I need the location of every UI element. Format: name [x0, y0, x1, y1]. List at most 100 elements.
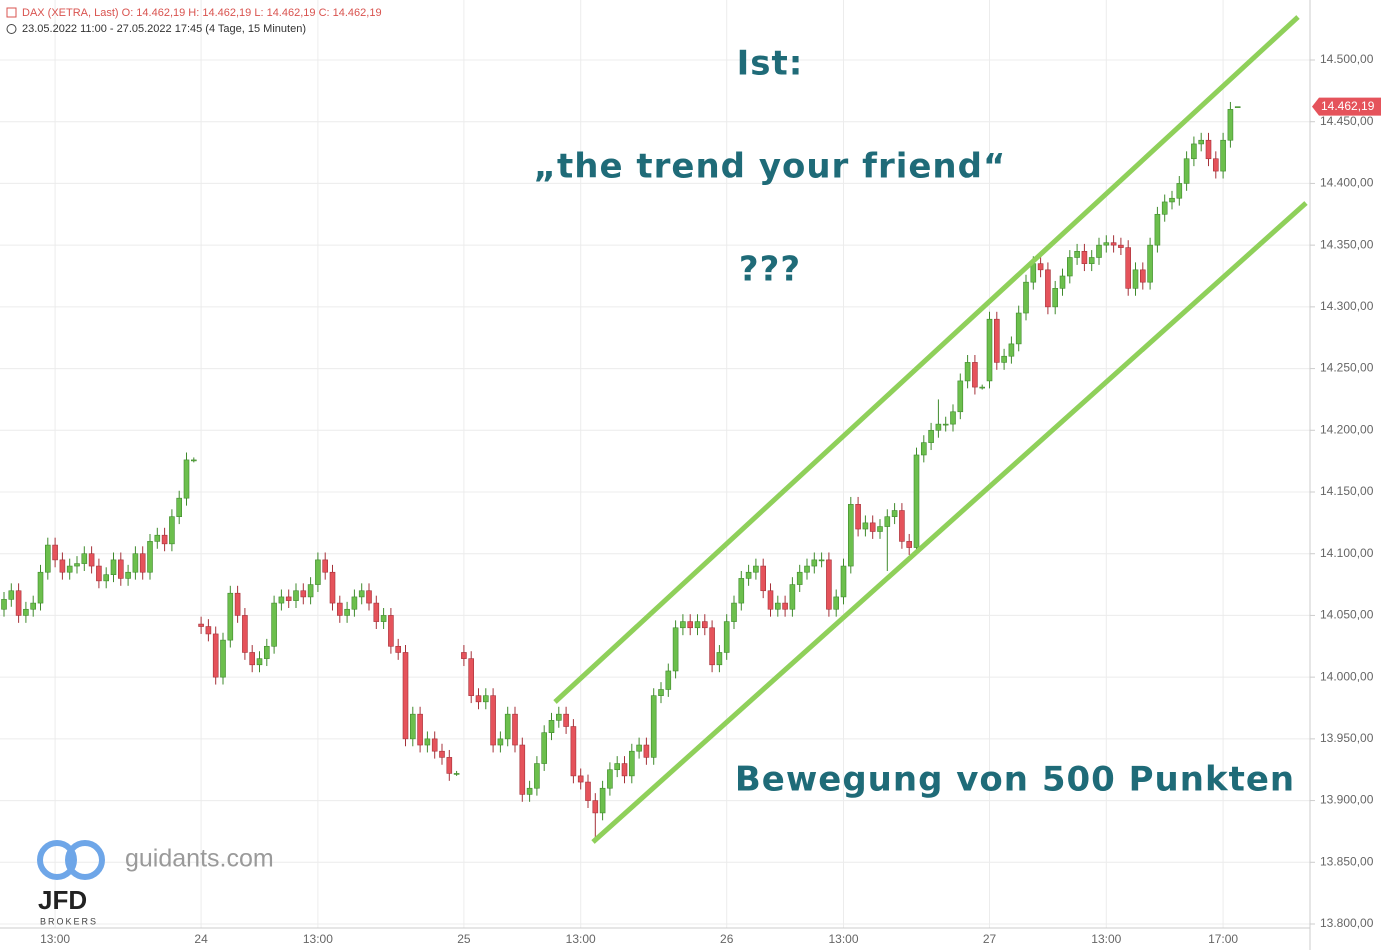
candle-body: [1037, 263, 1044, 271]
candle-body: [585, 781, 591, 801]
candle-body: [482, 695, 489, 703]
x-tick-label: 25: [457, 932, 471, 946]
candle-body: [899, 510, 905, 542]
candle-body: [1220, 139, 1226, 172]
y-tick-label: 14.400,00: [1320, 176, 1374, 190]
candle-body: [278, 596, 285, 604]
candle-body: [855, 504, 861, 530]
candle-body: [891, 510, 898, 517]
candle-body: [1045, 269, 1051, 308]
candle-body: [1088, 257, 1095, 264]
candle-body: [37, 571, 44, 604]
candle-body: [110, 559, 117, 575]
grid: [0, 0, 1310, 928]
candle-body: [592, 800, 599, 814]
candle-body: [439, 750, 445, 758]
candle-body: [431, 738, 438, 752]
candle-body: [694, 621, 701, 629]
candle-body: [840, 565, 847, 598]
candle-body: [351, 596, 358, 610]
candle-body: [1183, 158, 1190, 184]
candle-body: [796, 571, 803, 585]
x-tick-label: 27: [983, 932, 997, 946]
candle-body: [643, 744, 650, 758]
y-tick-label: 14.200,00: [1320, 422, 1374, 436]
x-tick-label: 26: [720, 932, 734, 946]
candle-body: [96, 565, 102, 582]
annotation: „the trend your friend“: [534, 147, 1007, 187]
candle-body: [913, 454, 920, 548]
candle-body: [1169, 197, 1175, 203]
candle-body: [52, 544, 58, 561]
candle-body: [833, 596, 840, 610]
site-name: guidants.com: [125, 845, 274, 873]
candle-body: [336, 602, 343, 616]
candle-body: [263, 645, 270, 659]
candle-body: [66, 565, 73, 573]
x-tick-label: 24: [194, 932, 208, 946]
candle-body: [534, 763, 540, 789]
candle-body: [293, 590, 299, 601]
candle-body: [446, 757, 453, 774]
chart-subtitle: 23.05.2022 11:00 - 27.05.2022 17:45 (4 T…: [22, 23, 306, 35]
trend-line-upper: [553, 15, 1300, 704]
candle-body: [322, 559, 329, 573]
candle-body: [804, 565, 810, 573]
candle-body: [760, 565, 767, 592]
candle-body: [526, 787, 533, 795]
candle-body: [862, 522, 869, 530]
annotation: Bewegung von 500 Punkten: [735, 760, 1295, 800]
candle-body: [1001, 355, 1007, 363]
candle-body: [504, 713, 511, 740]
y-tick-label: 14.350,00: [1320, 237, 1374, 251]
candle-body: [680, 621, 686, 629]
x-tick-label: 13:00: [566, 932, 596, 946]
candle-body: [723, 621, 730, 653]
candle-body: [198, 623, 204, 627]
candle-body: [256, 658, 263, 666]
candle-body: [380, 615, 387, 622]
y-tick-label: 14.050,00: [1320, 608, 1374, 622]
candle-body: [745, 571, 752, 579]
candle-body: [344, 608, 350, 616]
candle-body: [986, 318, 993, 382]
x-tick-label: 13:00: [40, 932, 70, 946]
candle-body: [942, 423, 949, 426]
candle-body: [621, 763, 628, 777]
candle-body: [650, 695, 657, 758]
y-tick-label: 13.800,00: [1320, 916, 1374, 930]
candle-body: [212, 633, 219, 678]
candle-body: [935, 423, 942, 431]
candle-body: [972, 362, 978, 388]
candle-body: [847, 504, 854, 567]
candle-body: [402, 652, 409, 740]
candle-body: [687, 621, 694, 629]
candle-body: [1227, 109, 1234, 141]
candle-body: [1161, 201, 1168, 215]
candle-body: [1074, 251, 1080, 258]
candle-body: [147, 541, 153, 573]
x-tick-label: 13:00: [303, 932, 333, 946]
candle-body: [774, 602, 781, 610]
candle-body: [453, 773, 460, 775]
broker-name: JFD: [38, 885, 87, 915]
candle-body: [1052, 288, 1058, 308]
candle-body: [1176, 183, 1183, 199]
candle-body: [1205, 139, 1212, 160]
candle-body: [1234, 106, 1241, 108]
candle-body: [417, 713, 423, 746]
candle-body: [161, 534, 168, 545]
candle-body: [599, 787, 606, 814]
candle-body: [8, 590, 15, 600]
candle-body: [23, 608, 29, 616]
candle-body: [950, 411, 956, 425]
annotation: Ist:: [737, 44, 804, 84]
candle-body: [132, 553, 139, 573]
annotation: ???: [739, 250, 801, 290]
candle-body: [826, 559, 832, 610]
candle-body: [366, 590, 372, 604]
candle-body: [154, 534, 161, 542]
candle-body: [614, 763, 621, 771]
candle-body: [884, 516, 891, 527]
